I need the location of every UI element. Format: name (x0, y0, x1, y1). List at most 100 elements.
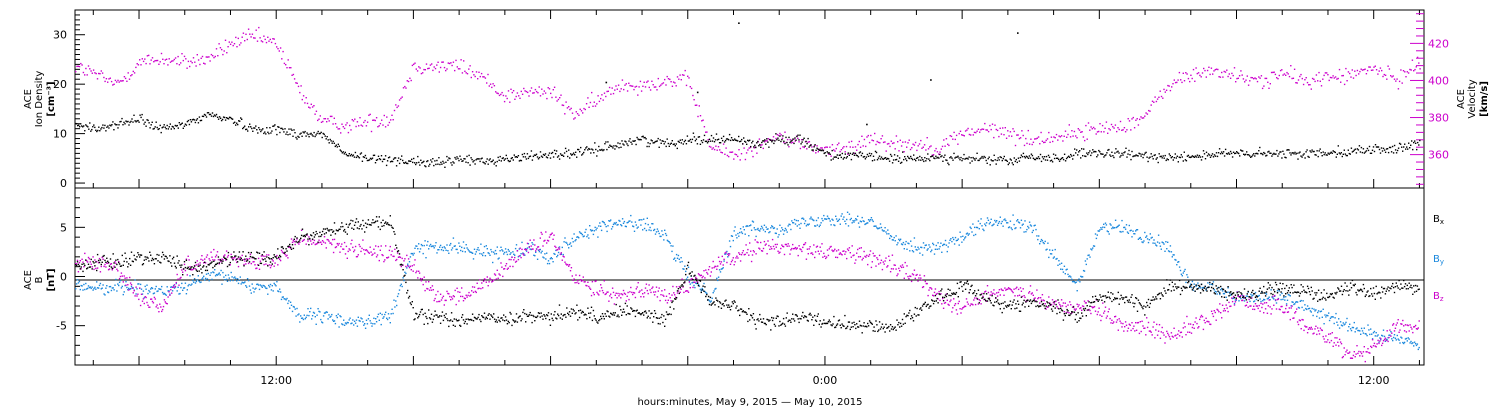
density-point (583, 151, 585, 154)
velocity-point (619, 90, 621, 93)
bz-point (906, 265, 908, 267)
by-point (1292, 301, 1294, 303)
density-point (99, 130, 101, 132)
velocity-point (1204, 69, 1206, 72)
bz-point (260, 255, 263, 257)
density-point (1184, 159, 1187, 161)
by-point (563, 241, 565, 243)
density-point (258, 127, 260, 129)
velocity-point (1014, 144, 1017, 147)
density-point (1325, 154, 1327, 156)
by-point (402, 277, 404, 279)
bz-point (568, 264, 571, 266)
density-point (202, 115, 205, 118)
density-point (395, 165, 398, 167)
by-point (903, 248, 905, 250)
density-point (712, 137, 715, 139)
bz-point (764, 244, 766, 246)
density-point (1072, 158, 1074, 160)
by-point (1253, 300, 1256, 302)
bz-point (159, 303, 161, 305)
density-point (306, 132, 308, 134)
velocity-point (1011, 135, 1013, 137)
velocity-point (867, 134, 869, 137)
by-point (1139, 236, 1141, 239)
velocity-point (457, 68, 460, 70)
density-point (141, 113, 143, 116)
by-point (155, 285, 157, 288)
by-point (870, 217, 873, 219)
density-point (1186, 155, 1189, 157)
velocity-point (1026, 142, 1028, 145)
density-point (102, 124, 104, 126)
velocity-point (739, 159, 741, 161)
bz-point (314, 243, 316, 246)
by-point (1007, 226, 1010, 229)
velocity-point (459, 68, 461, 70)
velocity-point (1224, 71, 1227, 73)
velocity-point (1096, 131, 1099, 133)
density-point (835, 156, 837, 158)
density-point (381, 160, 384, 163)
by-point (1019, 227, 1022, 229)
bz-point (344, 253, 347, 255)
bz-point (849, 252, 851, 254)
velocity-point (1305, 77, 1307, 79)
by-point (1246, 295, 1248, 297)
by-point (635, 224, 637, 226)
by-point (579, 232, 582, 234)
density-point (201, 115, 204, 117)
by-point (346, 321, 348, 324)
density-point (907, 155, 909, 158)
velocity-point (1346, 80, 1348, 82)
bz-point (638, 291, 640, 293)
by-point (1083, 270, 1086, 272)
density-point (780, 140, 782, 143)
density-point (1138, 152, 1140, 154)
velocity-point (735, 154, 738, 156)
velocity-point (168, 58, 170, 60)
density-point (671, 140, 673, 142)
velocity-point (278, 50, 280, 52)
velocity-point (521, 93, 524, 95)
by-point (1048, 256, 1050, 259)
bz-point (691, 278, 693, 280)
density-point (519, 159, 522, 162)
by-point (1258, 294, 1260, 297)
velocity-point (681, 74, 684, 76)
density-point (827, 152, 829, 154)
density-point (413, 157, 415, 160)
bz-point (573, 278, 575, 280)
velocity-point (100, 70, 102, 72)
by-point (1058, 260, 1060, 262)
density-point (901, 161, 903, 164)
by-point (923, 247, 926, 249)
by-point (754, 229, 756, 231)
velocity-point (1018, 137, 1021, 140)
density-point (1294, 151, 1296, 154)
velocity-point (1205, 76, 1207, 78)
velocity-point (105, 78, 108, 80)
bz-point (414, 259, 416, 261)
bz-point (227, 254, 230, 257)
velocity-point (1309, 84, 1311, 86)
density-point (1238, 152, 1240, 155)
density-point (1334, 151, 1336, 154)
velocity-point (940, 148, 942, 150)
density-point (1055, 157, 1058, 159)
by-point (674, 257, 676, 259)
bz-point (369, 246, 371, 248)
velocity-point (857, 143, 859, 146)
density-point (355, 156, 358, 159)
by-point (502, 250, 504, 252)
density-point (466, 155, 468, 158)
by-point (238, 279, 241, 281)
by-point (261, 286, 263, 288)
density-point (753, 146, 755, 148)
velocity-point (285, 64, 287, 66)
by-point (1145, 236, 1147, 238)
by-point (536, 258, 539, 260)
density-point (407, 162, 409, 165)
by-point (921, 254, 924, 256)
velocity-point (635, 85, 638, 88)
